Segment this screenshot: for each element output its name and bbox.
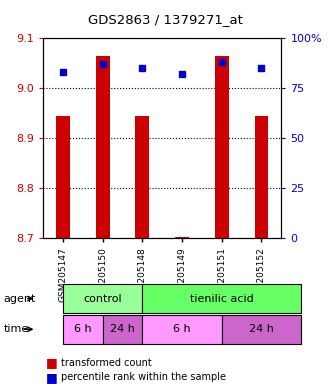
Text: percentile rank within the sample: percentile rank within the sample bbox=[61, 372, 226, 382]
Text: transformed count: transformed count bbox=[61, 358, 152, 368]
Bar bbox=[135, 116, 149, 238]
Text: ■: ■ bbox=[46, 371, 58, 384]
Bar bbox=[56, 116, 70, 238]
Bar bbox=[96, 56, 110, 238]
Text: 24 h: 24 h bbox=[110, 324, 135, 334]
Text: GDS2863 / 1379271_at: GDS2863 / 1379271_at bbox=[88, 13, 243, 26]
Text: time: time bbox=[3, 324, 28, 334]
Text: 6 h: 6 h bbox=[74, 324, 92, 334]
Bar bbox=[175, 237, 189, 238]
Text: control: control bbox=[83, 293, 122, 304]
Bar bbox=[215, 56, 229, 238]
Text: ■: ■ bbox=[46, 356, 58, 369]
Bar bbox=[255, 116, 268, 238]
Text: 6 h: 6 h bbox=[173, 324, 191, 334]
Text: tienilic acid: tienilic acid bbox=[190, 293, 254, 304]
Text: 24 h: 24 h bbox=[249, 324, 274, 334]
Text: agent: agent bbox=[3, 293, 36, 304]
